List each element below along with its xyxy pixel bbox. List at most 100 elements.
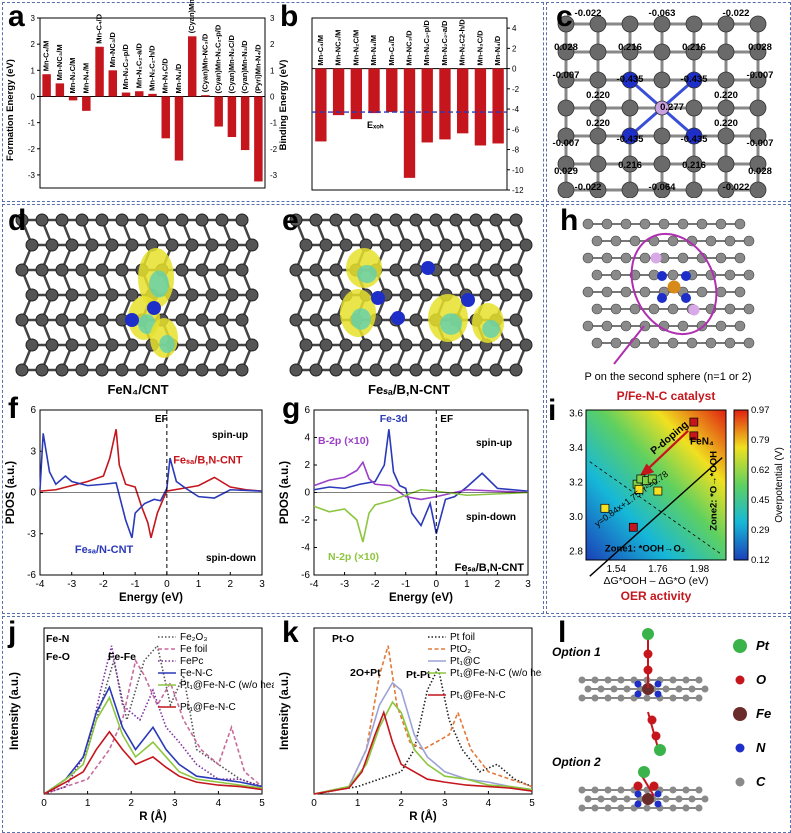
reference-line-label: Eₓₒₕ [367,120,384,130]
c-atom [669,804,677,812]
c-atom [749,43,767,61]
c-atom [610,303,622,315]
n-atom [634,680,642,688]
c-atom [175,213,189,227]
charge-label: 0.216 [682,42,706,53]
c-atom [85,288,99,302]
c-atom [685,43,703,61]
bar [254,96,263,182]
c-atom [125,338,139,352]
c-atom [623,685,631,693]
bar [403,68,416,178]
n-atom [657,293,667,303]
x-tick-label: 1.54 [607,564,627,575]
x-tick-label: 2 [398,798,404,809]
panel-e-structure: Feₛₐ/B,N-CNT [289,213,533,397]
c-atom [557,71,575,89]
c-atom [695,804,703,812]
data-point [628,522,638,532]
x-tick-label: 1 [464,579,470,590]
c-atom [648,303,660,315]
n-atom [634,800,642,808]
x-tick-label: -3 [340,579,349,590]
charge-label: -0.007 [747,138,774,149]
c-atom [717,181,735,198]
c-atom [329,213,343,227]
x-tick-label: -4 [36,579,45,590]
c-atom [601,218,613,230]
y-tick-label: 0 [30,488,36,499]
bottom-title: OER activity [621,589,692,603]
peak-annotation: Pt-Pt [406,669,431,681]
c-atom [643,694,651,702]
c-atom [439,238,453,252]
c-atom [35,363,49,377]
c-atom [215,363,229,377]
y-axis-label: PDOS (a.u.) [279,461,291,524]
y-tick-label-right: 3 [270,14,275,23]
c-atom [499,288,513,302]
c-atom [621,15,639,33]
charge-label: -0.022 [575,8,602,19]
c-atom [449,263,463,277]
charge-label: 0.216 [618,160,642,171]
c-atom [639,286,651,298]
c-atom [667,235,679,247]
c-atom [629,235,641,247]
c-atom [662,685,670,693]
n-atom [421,261,435,275]
c-atom [135,213,149,227]
y-tick-label: 3.2 [569,477,583,488]
c-atom [389,263,403,277]
annotation-ef: EF [155,414,168,425]
c-atom [429,213,443,227]
c-atom [604,694,612,702]
c-atom [95,313,109,327]
c-atom [584,685,592,693]
bar [421,68,433,143]
c-atom [519,338,533,352]
c-atom [85,238,99,252]
category-label: Mn-N₄/D [174,63,183,93]
x-tick-label: 5 [529,798,535,809]
c-atom [479,288,493,302]
c-atom [557,43,575,61]
y-tick-label: 6 [30,405,36,416]
y-tick-label: 3 [30,446,36,457]
legend-entry: Feₛₐ/B,N-CNT [173,455,243,467]
y-tick-label: -3 [27,529,36,540]
series-line [43,658,263,795]
c-atom [309,363,323,377]
x-tick-label: -4 [310,579,319,590]
c-atom [685,99,703,117]
charge-label: -0.435 [617,74,645,85]
colorbar-tick-label: 0.12 [751,555,770,566]
c-atom [309,263,323,277]
bar [439,68,451,140]
x-tick-label: 5 [259,798,265,809]
c-atom [95,263,109,277]
c-atom [669,694,677,702]
peak-annotation: 2O+Pt [350,667,381,679]
n-atom [654,790,662,798]
c-atom [653,15,671,33]
c-atom [65,338,79,352]
zone-divider [589,461,723,556]
c-atom [509,313,523,327]
category-label: Mn-NC₃/M [55,44,64,80]
c-atom [653,155,671,173]
c-atom [409,363,423,377]
c-atom [682,676,690,684]
series-line [43,685,263,795]
c-atom [557,181,575,198]
c-atom [25,338,39,352]
c-atom [15,213,29,227]
c-atom [620,286,632,298]
n-atom [621,127,639,145]
plot-frame [39,17,266,189]
c-atom [215,313,229,327]
c-atom [509,213,523,227]
x-tick-label: -3 [67,579,76,590]
bar [68,96,78,101]
c-atom [45,338,59,352]
